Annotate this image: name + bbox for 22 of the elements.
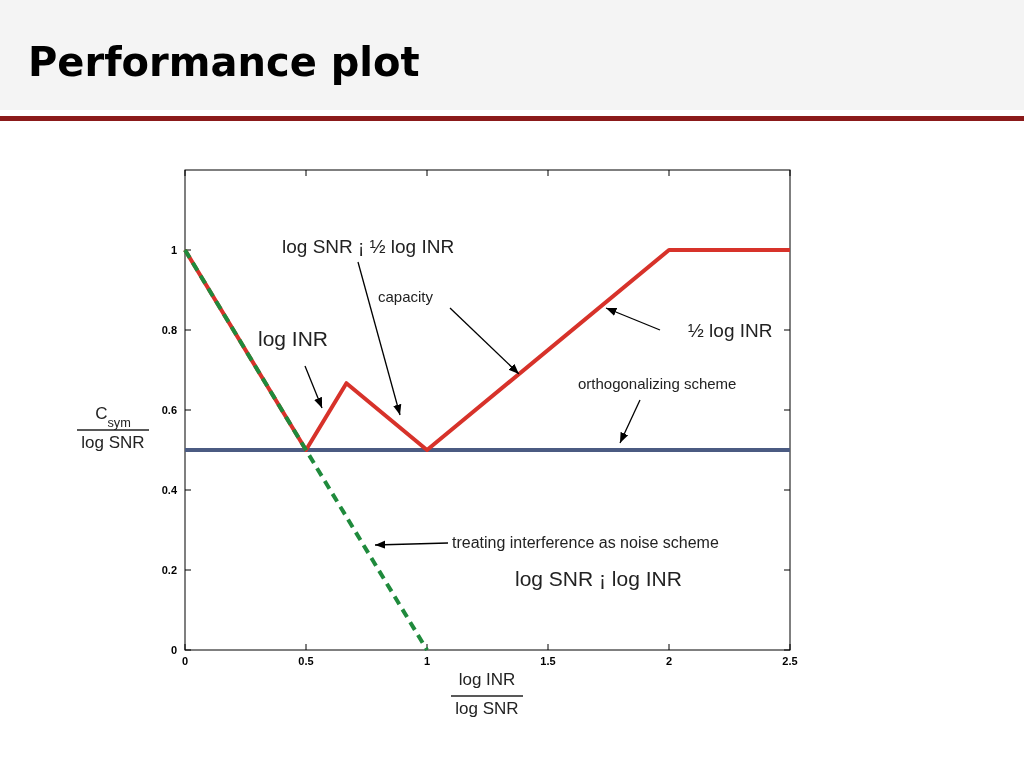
y-tick-label: 0.8 <box>161 324 177 336</box>
y-tick-label: 0 <box>170 644 177 656</box>
x-tick-label: 0 <box>181 655 189 667</box>
annotation: log SNR ¡ log INR <box>515 567 682 590</box>
x-axis-title: log INR log SNR <box>455 670 519 718</box>
annotation: orthogonalizing scheme <box>578 375 737 392</box>
y-tick-label: 0.2 <box>161 564 177 576</box>
x-tick-label: 0.5 <box>298 655 314 667</box>
annotation: ½ log INR <box>688 320 773 341</box>
x-tick-label: 1.5 <box>540 655 556 667</box>
annotation: log INR <box>258 327 329 350</box>
chart-title: Performance plot <box>28 39 420 85</box>
y-axis-title: C$_{sym}$ log SNR <box>81 404 145 452</box>
y-tick-label: 0.6 <box>161 404 177 416</box>
annotation: log SNR ¡ ½ log INR <box>282 236 455 257</box>
y-tick-label: 1 <box>170 244 177 256</box>
annotation: treating interference as noise scheme <box>452 534 719 551</box>
annotation: capacity <box>378 288 434 305</box>
x-tick-label: 1 <box>423 655 431 667</box>
x-tick-label: 2.5 <box>782 655 798 667</box>
x-tick-label: 2 <box>665 655 673 667</box>
y-tick-label: 0.4 <box>161 484 178 496</box>
